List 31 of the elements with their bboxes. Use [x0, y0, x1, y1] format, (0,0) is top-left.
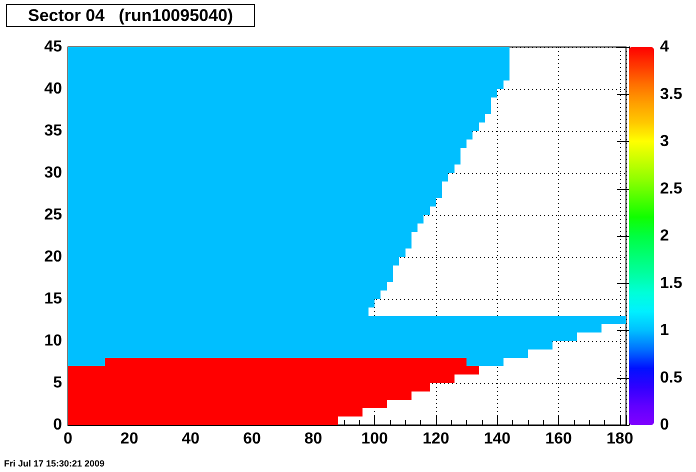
color-bar-label: 3.5 [660, 86, 682, 103]
y-tick-label: 0 [53, 416, 62, 434]
y-tick-label: 20 [44, 248, 62, 266]
x-tick-label: 0 [64, 430, 73, 448]
x-tick-label: 100 [361, 430, 388, 448]
color-bar-label: 1 [660, 322, 669, 339]
y-tick-label: 10 [44, 332, 62, 350]
x-tick-label: 160 [545, 430, 572, 448]
y-tick-label: 45 [44, 38, 62, 56]
color-bar-label: 1.5 [660, 274, 682, 292]
color-bar-label: 2.5 [660, 180, 682, 198]
color-bar-label: 2 [660, 228, 669, 244]
y-tick-label: 15 [44, 290, 62, 308]
x-tick-label: 60 [243, 430, 261, 448]
chart-title: Sector 04 (run10095040) [28, 6, 234, 25]
x-tick-label: 20 [120, 430, 138, 448]
y-tick-label: 25 [44, 206, 62, 224]
x-tick-label: 140 [484, 430, 511, 448]
x-tick-label: 80 [304, 430, 322, 448]
x-tick-label: 180 [606, 430, 634, 448]
y-tick-label: 40 [44, 80, 62, 98]
text: Fri Jul 17 15:30:21 2009 [4, 458, 105, 468]
y-tick-label: 30 [44, 164, 62, 182]
color-bar-label: 4 [660, 38, 669, 56]
color-bar-label: 3 [660, 133, 669, 150]
x-tick-label: 120 [422, 430, 450, 448]
color-bar-label: 0.5 [660, 369, 682, 386]
y-tick-label: 35 [44, 122, 62, 140]
color-bar-label: 0 [660, 416, 669, 434]
x-tick-label: 40 [182, 430, 200, 448]
y-tick-label: 5 [53, 374, 62, 392]
